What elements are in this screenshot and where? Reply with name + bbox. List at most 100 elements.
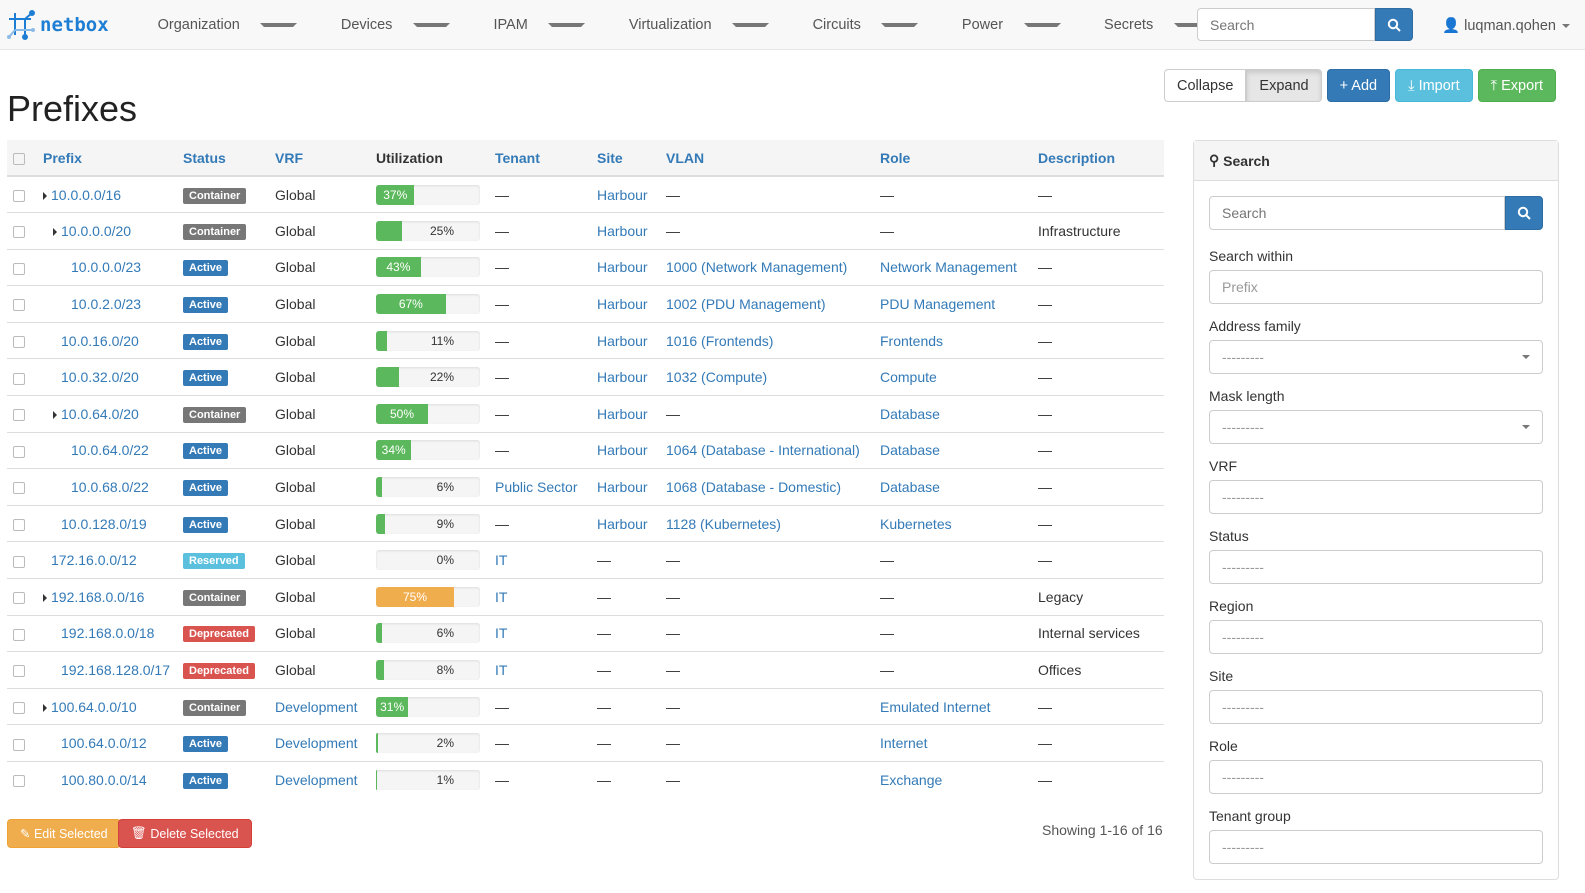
expand-toggle-icon[interactable] bbox=[53, 227, 57, 236]
nav-menu-devices[interactable]: Devices bbox=[312, 17, 465, 33]
filter-input[interactable]: --------- bbox=[1209, 340, 1543, 374]
site-cell[interactable]: Harbour bbox=[597, 405, 648, 422]
prefix-link[interactable]: 10.0.2.0/23 bbox=[71, 296, 142, 313]
row-checkbox[interactable] bbox=[13, 482, 25, 495]
row-checkbox[interactable] bbox=[13, 555, 25, 568]
role-cell[interactable]: Database bbox=[880, 405, 940, 422]
role-cell[interactable]: Kubernetes bbox=[880, 515, 952, 532]
row-checkbox[interactable] bbox=[13, 226, 25, 239]
role-cell[interactable]: Exchange bbox=[880, 772, 943, 789]
vlan-cell[interactable]: 1068 (Database - Domestic) bbox=[666, 479, 842, 496]
prefix-link[interactable]: 172.16.0.0/12 bbox=[51, 552, 137, 569]
row-checkbox[interactable] bbox=[13, 445, 25, 458]
tenant-cell[interactable]: IT bbox=[495, 625, 508, 642]
site-cell[interactable]: Harbour bbox=[597, 479, 648, 496]
row-checkbox[interactable] bbox=[13, 701, 25, 714]
row-checkbox[interactable] bbox=[13, 775, 25, 788]
row-checkbox[interactable] bbox=[13, 518, 25, 531]
collapse-button[interactable]: Collapse bbox=[1164, 69, 1247, 102]
export-button[interactable]: ⤒ Export bbox=[1477, 69, 1557, 102]
role-cell[interactable]: Database bbox=[880, 479, 940, 496]
column-header-vlan[interactable]: VLAN bbox=[660, 140, 874, 177]
tenant-cell[interactable]: IT bbox=[495, 588, 508, 605]
tenant-cell[interactable]: Public Sector bbox=[495, 479, 578, 496]
filter-input[interactable]: --------- bbox=[1209, 830, 1543, 864]
user-menu[interactable]: 👤 luqman.qohen bbox=[1442, 17, 1571, 34]
column-header-vrf[interactable]: VRF bbox=[269, 140, 370, 177]
nav-menu-ipam[interactable]: IPAM bbox=[464, 17, 599, 33]
netbox-logo[interactable]: netbox bbox=[6, 9, 109, 40]
nav-menu-secrets[interactable]: Secrets bbox=[1075, 17, 1225, 33]
role-cell[interactable]: PDU Management bbox=[880, 296, 996, 313]
vlan-cell[interactable]: 1000 (Network Management) bbox=[666, 259, 848, 276]
row-checkbox[interactable] bbox=[13, 335, 25, 348]
column-header-prefix[interactable]: Prefix bbox=[37, 140, 177, 177]
tenant-cell[interactable]: IT bbox=[495, 662, 508, 679]
prefix-link[interactable]: 10.0.0.0/16 bbox=[51, 186, 122, 203]
prefix-link[interactable]: 10.0.16.0/20 bbox=[61, 332, 139, 349]
nav-search-input[interactable] bbox=[1197, 8, 1375, 41]
panel-search-button[interactable] bbox=[1505, 196, 1543, 230]
role-cell[interactable]: Network Management bbox=[880, 259, 1017, 276]
row-checkbox[interactable] bbox=[13, 262, 25, 275]
expand-toggle-icon[interactable] bbox=[53, 410, 57, 419]
vlan-cell[interactable]: 1032 (Compute) bbox=[666, 369, 768, 386]
vlan-cell[interactable]: 1128 (Kubernetes) bbox=[666, 515, 781, 532]
role-cell[interactable]: Compute bbox=[880, 369, 937, 386]
add-button[interactable]: + Add bbox=[1326, 69, 1391, 102]
vrf[interactable]: Development bbox=[275, 735, 358, 752]
column-header-tenant[interactable]: Tenant bbox=[489, 140, 591, 177]
filter-input[interactable]: Prefix bbox=[1209, 270, 1543, 304]
prefix-link[interactable]: 10.0.68.0/22 bbox=[71, 479, 149, 496]
filter-input[interactable]: --------- bbox=[1209, 690, 1543, 724]
site-cell[interactable]: Harbour bbox=[597, 222, 648, 239]
delete-selected-button[interactable]: 🗑 Delete Selected bbox=[118, 819, 252, 848]
expand-toggle-icon[interactable] bbox=[43, 191, 47, 200]
prefix-link[interactable]: 10.0.64.0/20 bbox=[61, 405, 139, 422]
tenant-cell[interactable]: IT bbox=[495, 552, 508, 569]
row-checkbox[interactable] bbox=[13, 409, 25, 422]
vlan-cell[interactable]: 1064 (Database - International) bbox=[666, 442, 860, 459]
prefix-link[interactable]: 10.0.0.0/20 bbox=[61, 222, 132, 239]
select-all-checkbox[interactable] bbox=[13, 152, 25, 165]
prefix-link[interactable]: 10.0.64.0/22 bbox=[71, 442, 149, 459]
prefix-link[interactable]: 192.168.0.0/16 bbox=[51, 588, 145, 605]
expand-toggle-icon[interactable] bbox=[43, 703, 47, 712]
site-cell[interactable]: Harbour bbox=[597, 442, 648, 459]
row-checkbox[interactable] bbox=[13, 299, 25, 312]
prefix-link[interactable]: 192.168.0.0/18 bbox=[61, 625, 155, 642]
prefix-link[interactable]: 100.64.0.0/12 bbox=[61, 735, 147, 752]
row-checkbox[interactable] bbox=[13, 592, 25, 605]
panel-search-input[interactable] bbox=[1209, 196, 1505, 230]
role-cell[interactable]: Internet bbox=[880, 735, 928, 752]
role-cell[interactable]: Frontends bbox=[880, 332, 944, 349]
nav-menu-virtualization[interactable]: Virtualization bbox=[600, 17, 784, 33]
site-cell[interactable]: Harbour bbox=[597, 296, 648, 313]
role-cell[interactable]: Database bbox=[880, 442, 940, 459]
vrf[interactable]: Development bbox=[275, 772, 358, 789]
vrf[interactable]: Development bbox=[275, 698, 358, 715]
site-cell[interactable]: Harbour bbox=[597, 369, 648, 386]
nav-search-button[interactable] bbox=[1375, 8, 1413, 41]
vlan-cell[interactable]: 1016 (Frontends) bbox=[666, 332, 774, 349]
filter-input[interactable]: --------- bbox=[1209, 550, 1543, 584]
column-header-site[interactable]: Site bbox=[591, 140, 660, 177]
row-checkbox[interactable] bbox=[13, 628, 25, 641]
nav-menu-power[interactable]: Power bbox=[933, 17, 1075, 33]
prefix-link[interactable]: 100.64.0.0/10 bbox=[51, 698, 137, 715]
filter-input[interactable]: --------- bbox=[1209, 480, 1543, 514]
expand-toggle-icon[interactable] bbox=[43, 593, 47, 602]
site-cell[interactable]: Harbour bbox=[597, 186, 648, 203]
row-checkbox[interactable] bbox=[13, 372, 25, 385]
column-header-description[interactable]: Description bbox=[1032, 140, 1164, 177]
prefix-link[interactable]: 10.0.128.0/19 bbox=[61, 515, 147, 532]
vlan-cell[interactable]: 1002 (PDU Management) bbox=[666, 296, 826, 313]
row-checkbox[interactable] bbox=[13, 738, 25, 751]
site-cell[interactable]: Harbour bbox=[597, 259, 648, 276]
prefix-link[interactable]: 10.0.32.0/20 bbox=[61, 369, 139, 386]
filter-input[interactable]: --------- bbox=[1209, 620, 1543, 654]
row-checkbox[interactable] bbox=[13, 665, 25, 678]
column-header-status[interactable]: Status bbox=[177, 140, 269, 177]
column-header-role[interactable]: Role bbox=[874, 140, 1032, 177]
expand-button[interactable]: Expand bbox=[1246, 69, 1322, 102]
